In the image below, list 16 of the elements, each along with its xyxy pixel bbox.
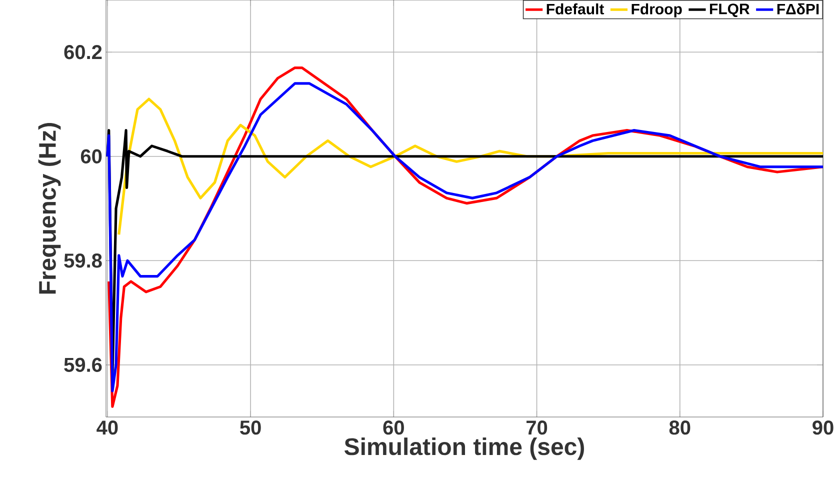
x-tick-label: 50 xyxy=(240,420,261,435)
x-tick-label: 80 xyxy=(669,420,690,435)
y-tick-label: 60.2 xyxy=(64,45,102,60)
legend-label: FLQR xyxy=(710,4,750,18)
legend-label: FΔδPI xyxy=(777,3,819,14)
y-tick-label: 59.6 xyxy=(64,358,102,372)
x-tick-label: 60 xyxy=(383,420,404,435)
y-tick-label: 59.8 xyxy=(64,254,102,268)
legend-label: Fdroop xyxy=(632,3,682,18)
x-tick-label: 40 xyxy=(96,420,118,435)
x-tick-label: 70 xyxy=(526,420,548,435)
y-tick-label: 60 xyxy=(80,149,102,164)
x-tick-label: 90 xyxy=(812,420,834,435)
y-axis-title: Frequency (Hz) xyxy=(38,123,61,294)
x-axis-title: Simulation time (sec) xyxy=(344,438,584,460)
legend-label: Fdefault xyxy=(546,3,604,14)
